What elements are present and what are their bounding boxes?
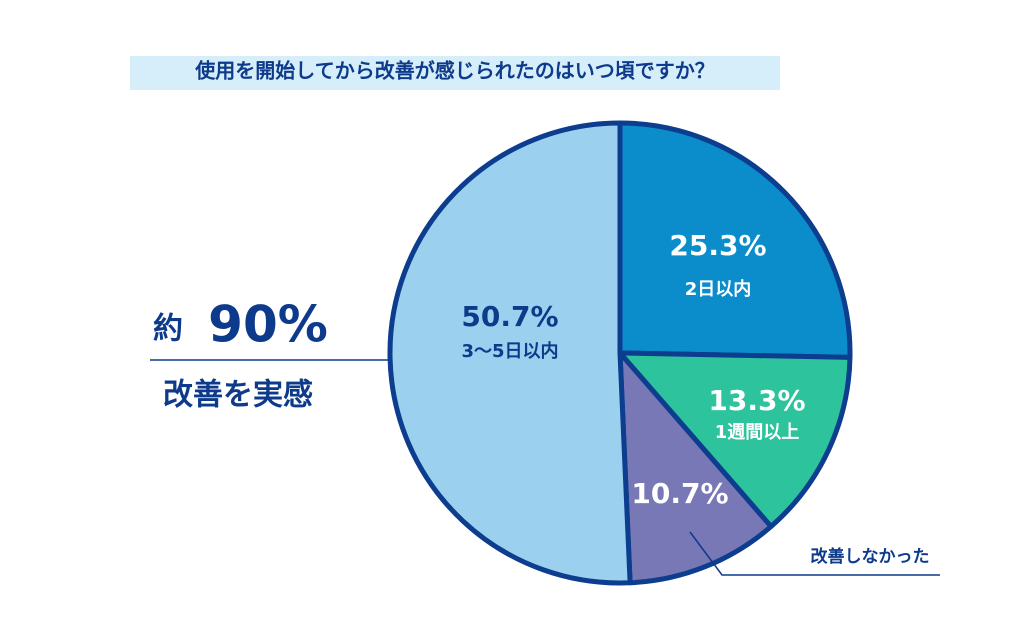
value-label: 25.3% — [669, 229, 766, 262]
value-label: 13.3% — [708, 384, 805, 417]
pie-slice — [617, 350, 774, 586]
leader-line — [689, 531, 940, 576]
pie-slice — [617, 120, 853, 360]
pie-slice — [387, 120, 633, 586]
value-label: 10.7% — [631, 477, 728, 510]
category-label: 1週間以上 — [715, 422, 800, 443]
chart-title: 使用を開始してから改善が感じられたのはいつ頃ですか？ — [194, 59, 714, 83]
category-label: 改善しなかった — [811, 546, 930, 567]
annotation-figure: 90% — [208, 296, 328, 354]
category-label: 2日以内 — [685, 278, 752, 300]
annotation-prefix: 約 — [153, 312, 183, 347]
title-highlight — [130, 56, 780, 90]
pie-labels: 25.3% 2日以内 13.3% 1週間以上 10.7% 改善しなかった 50.7% 3～5日… — [461, 229, 940, 576]
value-label: 50.7% — [461, 300, 558, 333]
pie — [387, 120, 853, 586]
category-label: 3～5日以内 — [461, 340, 558, 362]
pie-slice — [617, 350, 853, 529]
annotation-caption: 改善を実感 — [163, 378, 313, 413]
